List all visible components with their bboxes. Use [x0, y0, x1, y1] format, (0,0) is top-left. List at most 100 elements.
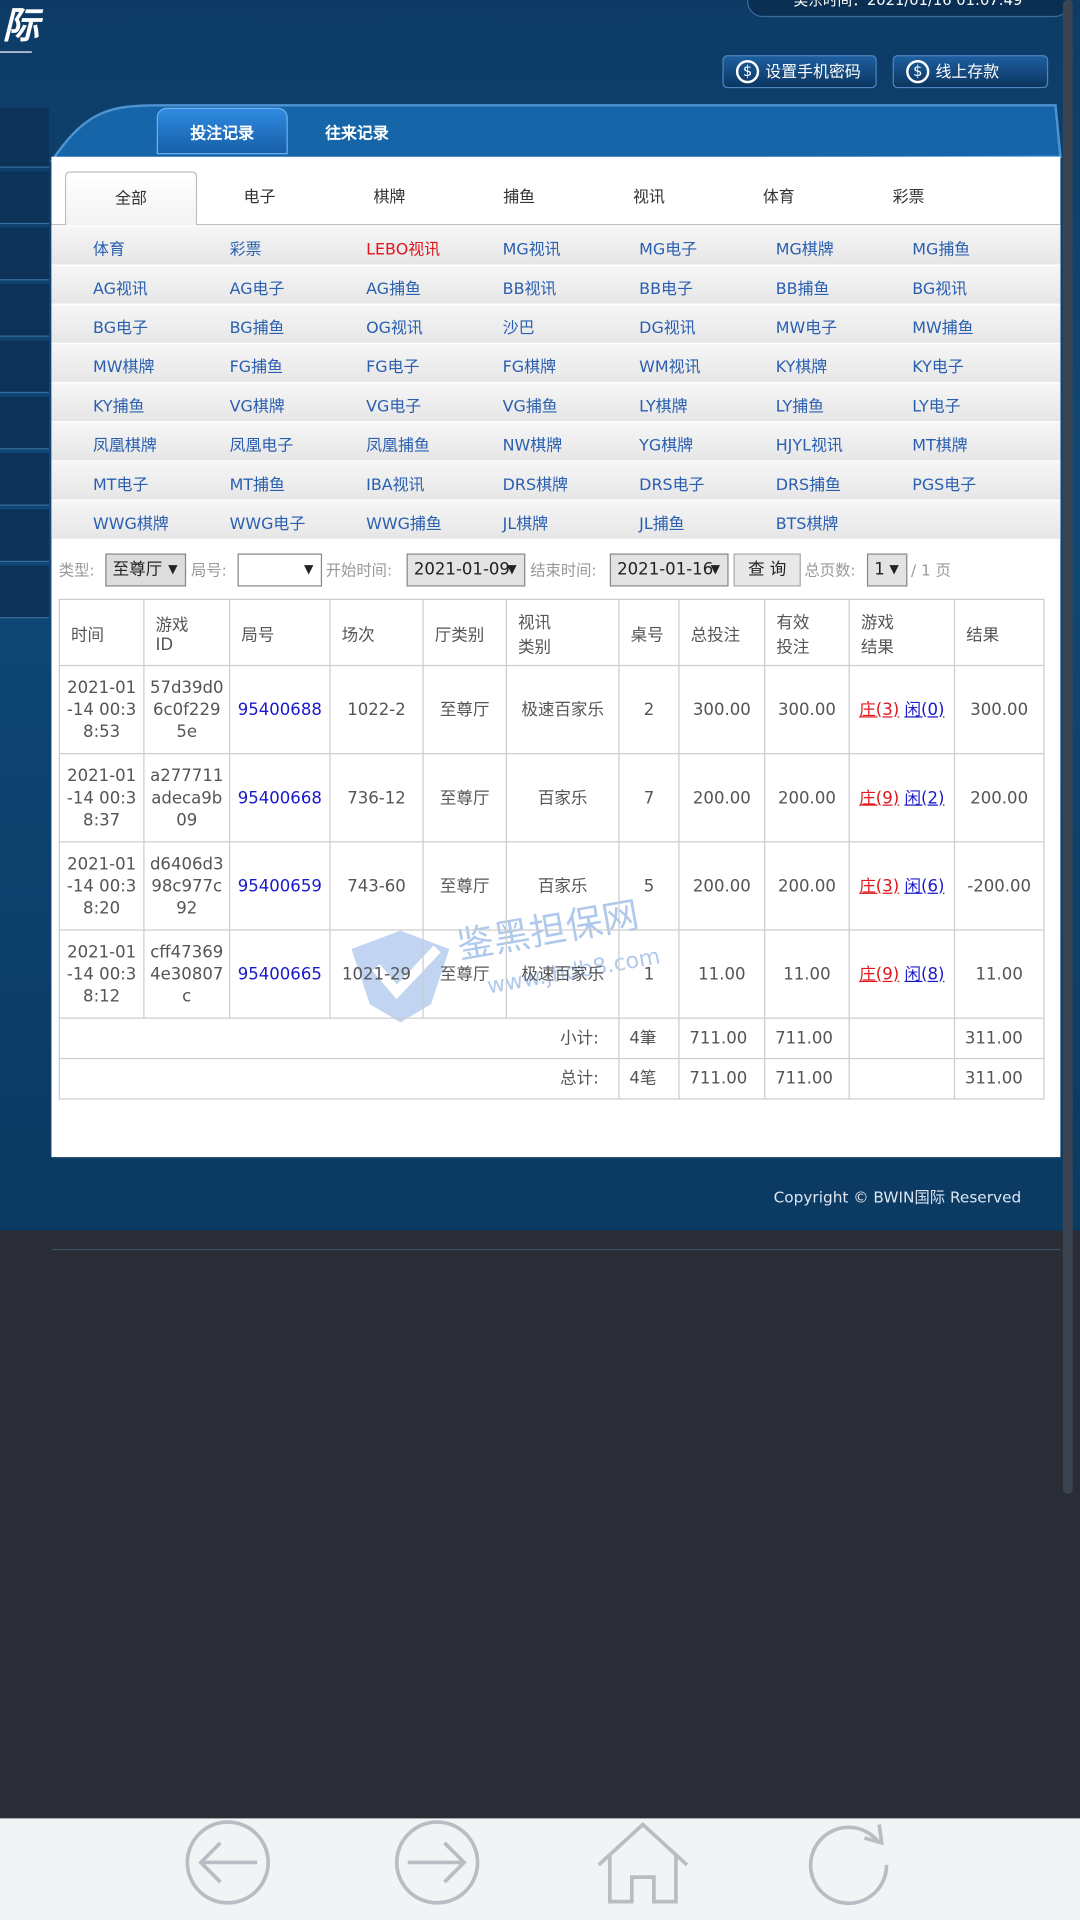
filter-query[interactable]: 查 询 — [733, 553, 801, 587]
game-link[interactable]: MG捕鱼 — [912, 241, 971, 260]
banker-result[interactable]: 庄(3) — [859, 876, 900, 896]
cell-text: 2 — [643, 699, 655, 720]
game-link[interactable]: BG电子 — [93, 319, 148, 338]
game-link[interactable]: JL捕鱼 — [639, 515, 685, 534]
set-phone-password-button[interactable]: 设置手机密码 — [722, 55, 877, 89]
tab-label[interactable]: 往来记录 — [325, 124, 389, 144]
player-result[interactable]: 闲(6) — [904, 876, 945, 896]
back-button[interactable] — [185, 1820, 271, 1905]
cell: 11.00 — [953, 929, 1045, 1019]
game-link[interactable]: 凤凰捕鱼 — [366, 437, 430, 456]
game-link[interactable]: VG电子 — [366, 397, 422, 417]
banker-result[interactable]: 庄(9) — [859, 787, 900, 808]
game-link[interactable]: YG棋牌 — [639, 437, 694, 456]
game-link[interactable]: IBA视讯 — [366, 476, 425, 495]
game-link[interactable]: HJYL视讯 — [775, 437, 843, 456]
game-link[interactable]: FG棋牌 — [502, 358, 556, 378]
tab-label[interactable]: 投注记录 — [190, 124, 255, 144]
game-link[interactable]: MG电子 — [639, 241, 698, 260]
category-tab[interactable]: 捕鱼 — [503, 188, 536, 207]
tab-active[interactable] — [156, 107, 288, 155]
game-link[interactable]: LEBO视讯 — [366, 241, 441, 260]
game-link[interactable]: DG视讯 — [639, 319, 696, 338]
cell: 2021-01-14 00:38:20 — [58, 841, 145, 931]
game-link[interactable]: 体育 — [93, 241, 125, 260]
sidebar — [0, 396, 49, 450]
game-link[interactable]: MW电子 — [775, 319, 838, 338]
filter-start-value[interactable]: 2021-01-09 ▼ — [406, 553, 526, 587]
game-link[interactable]: KY电子 — [912, 358, 964, 378]
cell-text: 至尊厅 — [439, 876, 490, 896]
game-link[interactable]: WWG捕鱼 — [366, 515, 442, 534]
cell-text: 300.00 — [778, 699, 836, 720]
game-link[interactable]: AG捕鱼 — [366, 280, 421, 299]
game-link[interactable]: WWG棋牌 — [93, 515, 169, 534]
refresh-button[interactable] — [808, 1824, 889, 1906]
forward-button[interactable] — [394, 1820, 480, 1905]
game-link[interactable]: KY捕鱼 — [93, 397, 145, 417]
category-tab[interactable]: 全部 — [64, 171, 198, 227]
game-link[interactable]: MT电子 — [93, 476, 149, 495]
game-link[interactable]: MW棋牌 — [93, 358, 155, 378]
round-link[interactable]: 95400665 — [237, 964, 322, 984]
game-link[interactable]: KY棋牌 — [775, 358, 828, 378]
category-tab[interactable]: 视讯 — [633, 188, 665, 207]
game-link[interactable]: BTS棋牌 — [775, 515, 839, 534]
game-link[interactable]: VG捕鱼 — [502, 397, 558, 417]
game-link[interactable]: DRS捕鱼 — [775, 476, 841, 495]
filter-type-value[interactable]: 至尊厅 ▼ — [105, 553, 187, 587]
home-button[interactable] — [597, 1821, 689, 1904]
game-link[interactable]: BB电子 — [639, 280, 693, 299]
game-link[interactable]: MT捕鱼 — [229, 476, 285, 495]
game-link[interactable]: MG视讯 — [502, 241, 561, 260]
player-result[interactable]: 闲(0) — [904, 699, 945, 720]
game-link[interactable]: WM视讯 — [639, 358, 701, 378]
game-link[interactable]: FG电子 — [366, 358, 420, 378]
game-link[interactable]: 彩票 — [229, 241, 262, 260]
banker-result[interactable]: 庄(3) — [859, 699, 900, 720]
game-link[interactable]: FG捕鱼 — [229, 358, 283, 378]
game-link[interactable]: OG视讯 — [366, 319, 423, 338]
game-link[interactable]: 沙巴 — [502, 319, 535, 338]
game-link[interactable]: MW捕鱼 — [912, 319, 974, 338]
category-tab[interactable]: 电子 — [243, 188, 276, 207]
game-link[interactable]: PGS电子 — [912, 476, 977, 495]
game-link[interactable]: LY棋牌 — [639, 397, 688, 417]
category-tab[interactable]: 棋牌 — [373, 188, 406, 207]
round-link[interactable]: 95400688 — [237, 699, 322, 720]
banker-result[interactable]: 庄(9) — [859, 964, 900, 984]
game-link[interactable]: AG电子 — [229, 280, 285, 299]
game-link[interactable]: NW棋牌 — [502, 437, 563, 456]
game-link[interactable]: WWG电子 — [229, 515, 306, 534]
game-link[interactable]: LY电子 — [912, 397, 961, 417]
filter-end-value[interactable]: 2021-01-16 ▼ — [609, 553, 729, 587]
game-link[interactable]: MT棋牌 — [912, 437, 968, 456]
player-result[interactable]: 闲(8) — [904, 964, 945, 984]
cell-text: 1 — [643, 964, 655, 984]
game-link[interactable]: 凤凰电子 — [229, 437, 294, 456]
game-link[interactable]: LY捕鱼 — [775, 397, 825, 417]
game-link[interactable]: MG棋牌 — [775, 241, 834, 260]
game-link[interactable]: AG视讯 — [93, 280, 148, 299]
game-link[interactable]: BG视讯 — [912, 280, 968, 299]
game-link[interactable]: BB视讯 — [502, 280, 557, 299]
cell-text: 2021-01-14 00:38:12 — [66, 942, 137, 1006]
game-link[interactable]: JL棋牌 — [502, 515, 549, 534]
round-input[interactable]: ▼ — [237, 553, 323, 587]
filter-page-value[interactable]: 1 ▼ — [866, 553, 908, 587]
sidebar — [0, 565, 49, 619]
round-link[interactable]: 95400668 — [237, 787, 322, 808]
game-link[interactable]: VG棋牌 — [229, 397, 285, 417]
game-link[interactable]: 凤凰棋牌 — [93, 437, 157, 456]
summary-label: 小计: — [58, 1017, 620, 1060]
game-link[interactable]: BB捕鱼 — [775, 280, 830, 299]
category-tab[interactable]: 体育 — [762, 188, 795, 207]
game-link[interactable]: BG捕鱼 — [229, 319, 285, 338]
game-link[interactable]: DRS电子 — [639, 476, 705, 495]
category-tab[interactable]: 彩票 — [892, 188, 925, 207]
player-result[interactable]: 闲(2) — [904, 787, 945, 808]
game-link[interactable]: DRS棋牌 — [502, 476, 568, 495]
round-link[interactable]: 95400659 — [237, 876, 322, 896]
online-deposit-button[interactable]: 线上存款 — [892, 55, 1049, 89]
summary-count: 4筆 — [618, 1017, 680, 1060]
